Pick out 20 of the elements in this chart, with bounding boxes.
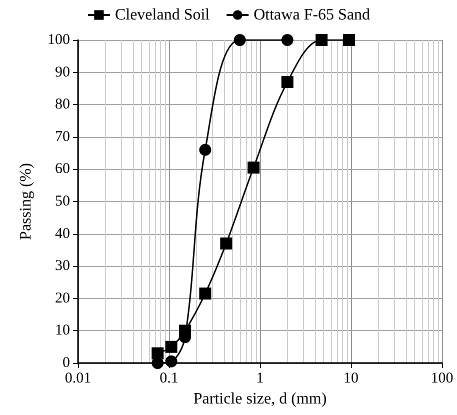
y-tick-label: 60: [55, 161, 70, 178]
y-tick-label: 10: [55, 322, 70, 339]
x-tick-label: 10: [344, 370, 358, 386]
x-tick-label: 0.01: [64, 370, 92, 386]
y-tick-label: 40: [55, 226, 70, 242]
y-tick-label: 80: [55, 96, 70, 113]
legend-label: Cleveland Soil: [114, 6, 210, 24]
y-tick-label: 90: [55, 64, 70, 80]
x-tick-label: 100: [430, 370, 454, 386]
x-axis-title: Particle size, d (mm): [193, 390, 327, 408]
y-tick-label: 70: [55, 128, 70, 145]
y-tick-label: 0: [62, 355, 70, 371]
y-tick-label: 30: [55, 258, 70, 274]
y-tick-label: 100: [48, 32, 70, 48]
y-tick-label: 50: [55, 194, 70, 210]
x-tick-label: 0.1: [160, 370, 178, 386]
x-tick-label: 1: [256, 370, 264, 386]
y-axis-title: Passing (%): [18, 163, 34, 240]
legend-label: Ottawa F-65 Sand: [254, 6, 370, 24]
y-tick-label: 20: [55, 290, 70, 306]
